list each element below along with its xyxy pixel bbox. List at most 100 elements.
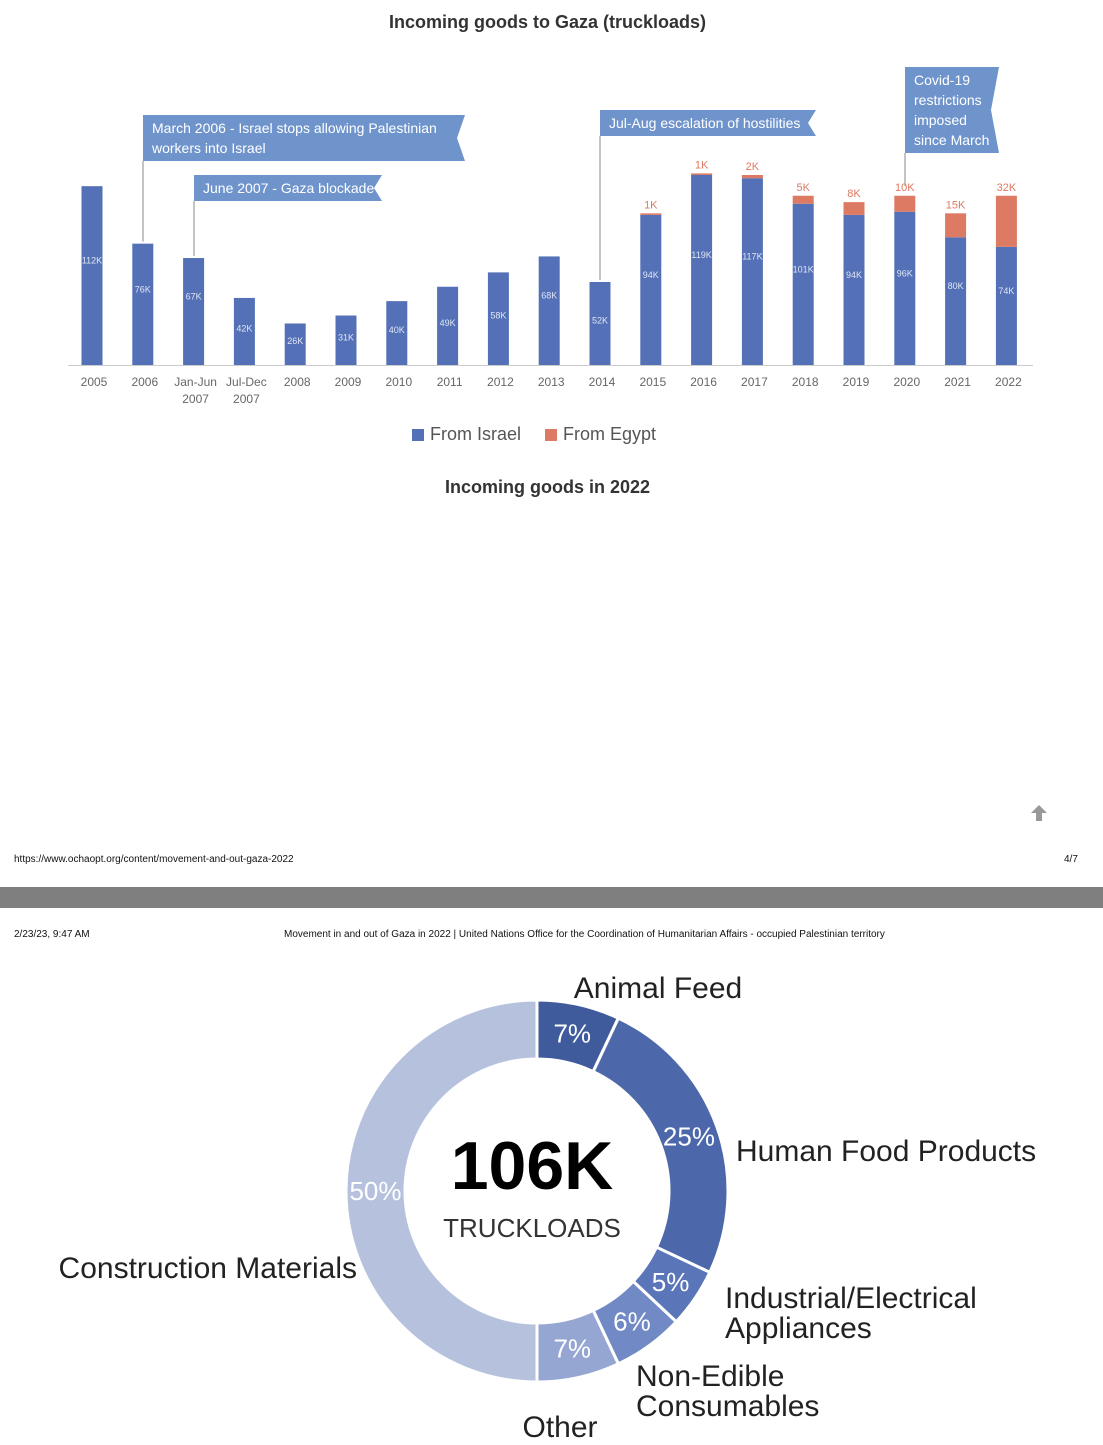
data-label-egypt: 2K xyxy=(746,161,760,173)
data-label-israel: 112K xyxy=(82,256,102,266)
slice-percent-label: 5% xyxy=(652,1267,690,1297)
x-tick-label: Jul-Dec 2007 xyxy=(226,375,267,406)
data-label-egypt: 1K xyxy=(644,199,658,211)
bar-israel xyxy=(589,281,611,365)
data-label-israel: 40K xyxy=(389,325,405,335)
x-tick-label: 2017 xyxy=(741,375,768,389)
x-tick-label: 2015 xyxy=(639,375,666,389)
donut-slice xyxy=(535,998,621,1074)
x-tick-label: 2014 xyxy=(589,375,616,389)
donut-center-label: TRUCKLOADS xyxy=(443,1213,621,1243)
donut-chart-title: Incoming goods in 2022 xyxy=(444,477,651,497)
footer-page-number: 4/7 xyxy=(1064,854,1078,865)
slice-percent-label: 7% xyxy=(553,1018,591,1048)
bar-israel xyxy=(81,186,103,365)
arrow-up-icon[interactable] xyxy=(1028,802,1050,824)
slice-category-label: Industrial/Electrical Appliances xyxy=(725,1282,977,1345)
slice-category-label: Human Food Products xyxy=(736,1135,1036,1168)
annotation-flag xyxy=(600,110,816,136)
bar-israel xyxy=(741,178,763,365)
donut-slice xyxy=(591,1016,730,1275)
bar-israel xyxy=(386,301,408,365)
data-label-israel: 58K xyxy=(490,311,506,321)
donut-slice xyxy=(535,1308,621,1384)
data-label-egypt: 1K xyxy=(695,159,709,171)
annotation-text: June 2007 - Gaza blockade xyxy=(203,180,374,196)
bar-egypt xyxy=(945,213,967,238)
donut-slice xyxy=(591,1279,679,1366)
data-label-israel: 26K xyxy=(287,336,303,346)
data-label-israel: 68K xyxy=(541,291,557,301)
bar-israel xyxy=(335,315,357,365)
data-label-egypt: 32K xyxy=(997,182,1017,194)
data-label-israel: 96K xyxy=(897,268,913,278)
data-label-israel: 52K xyxy=(592,315,608,325)
bar-israel xyxy=(183,258,205,365)
data-label-israel: 67K xyxy=(186,292,202,302)
annotation-flag xyxy=(194,175,382,201)
bar-israel xyxy=(640,214,662,365)
donut-slice xyxy=(631,1245,712,1324)
bar-israel xyxy=(843,214,865,365)
slice-category-label: Non-Edible Consumables xyxy=(636,1360,819,1423)
x-tick-label: 2016 xyxy=(690,375,717,389)
annotation-text: Covid-19 restrictions imposed since March xyxy=(914,72,989,148)
bar-israel xyxy=(437,286,459,365)
data-label-israel: 94K xyxy=(846,270,862,280)
data-label-egypt: 5K xyxy=(796,182,810,194)
x-tick-label: 2021 xyxy=(944,375,971,389)
data-label-israel: 117K xyxy=(742,252,762,262)
bar-israel xyxy=(233,297,255,365)
slice-percent-label: 7% xyxy=(553,1334,591,1364)
bar-israel xyxy=(538,256,560,365)
page-divider xyxy=(0,887,1103,908)
slice-category-label: Animal Feed xyxy=(574,972,742,1005)
x-tick-label: 2020 xyxy=(893,375,920,389)
bar-egypt xyxy=(691,173,713,175)
annotation-flag xyxy=(905,67,999,153)
slice-category-label: Construction Materials xyxy=(59,1252,357,1285)
slice-percent-label: 25% xyxy=(663,1121,715,1151)
bar-egypt xyxy=(894,195,916,212)
bar-israel xyxy=(792,203,814,365)
data-label-egypt: 15K xyxy=(946,199,966,211)
bar-egypt xyxy=(843,202,865,215)
bar-egypt xyxy=(741,175,763,179)
header-title: Movement in and out of Gaza in 2022 | Un… xyxy=(284,929,885,940)
annotation-text: March 2006 - Israel stops allowing Pales… xyxy=(151,120,437,156)
legend-swatch-egypt xyxy=(545,428,558,441)
bar-egypt xyxy=(995,195,1017,247)
bar-egypt xyxy=(640,213,662,215)
bar-israel xyxy=(132,243,154,365)
donut-center-value: 106K xyxy=(451,1128,614,1204)
x-tick-label: 2008 xyxy=(284,375,311,389)
slice-percent-label: 50% xyxy=(349,1176,401,1206)
bar-israel xyxy=(487,272,509,365)
bar-israel xyxy=(894,211,916,365)
legend-swatch-israel xyxy=(412,428,424,441)
chart-title: Incoming goods to Gaza (truckloads) xyxy=(388,12,707,32)
legend-item-egypt: From Egypt xyxy=(545,424,656,445)
chart-legend: From Israel From Egypt xyxy=(412,424,656,445)
bar-chart: March 2006 - Israel stops allowing Pales… xyxy=(68,67,1033,406)
x-tick-label: 2022 xyxy=(995,375,1022,389)
x-tick-label: 2012 xyxy=(487,375,514,389)
x-tick-label: 2005 xyxy=(81,375,108,389)
bar-israel xyxy=(284,323,306,365)
slice-percent-label: 6% xyxy=(613,1307,651,1337)
bar-egypt xyxy=(792,195,814,204)
data-label-israel: 42K xyxy=(236,323,252,333)
data-label-israel: 101K xyxy=(793,264,814,274)
legend-label-egypt: From Egypt xyxy=(563,424,657,444)
x-tick-label: 2018 xyxy=(792,375,819,389)
data-label-israel: 74K xyxy=(998,286,1014,296)
x-tick-label: 2011 xyxy=(437,375,463,389)
x-tick-label: Jan-Jun 2007 xyxy=(174,375,217,406)
data-label-israel: 76K xyxy=(135,284,151,294)
data-label-egypt: 10K xyxy=(895,182,915,194)
bar-israel xyxy=(995,246,1017,365)
data-label-israel: 94K xyxy=(643,270,659,280)
data-label-israel: 80K xyxy=(948,281,964,291)
x-tick-label: 2010 xyxy=(385,375,412,389)
data-label-israel: 31K xyxy=(338,332,354,342)
